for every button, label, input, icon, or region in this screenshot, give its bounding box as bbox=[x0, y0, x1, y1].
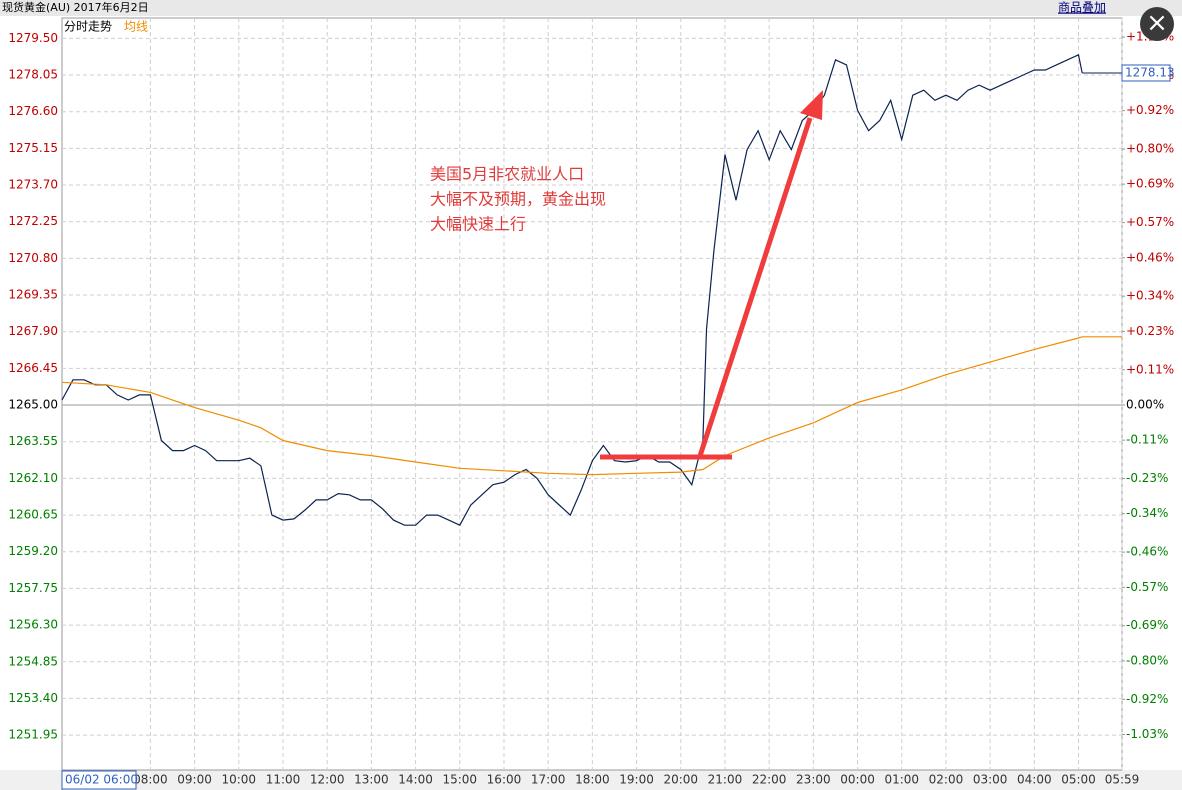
y2-tick-label: -0.23% bbox=[1126, 471, 1168, 485]
annotation: 大幅不及预期，黄金出现 bbox=[430, 190, 606, 209]
x-tick-label: 14:00 bbox=[398, 773, 433, 787]
y2-tick-label: +0.92% bbox=[1126, 103, 1174, 117]
x-tick-label: 09:00 bbox=[177, 773, 212, 787]
y-tick-label: 1251.95 bbox=[8, 728, 58, 742]
x-tick-label: 20:00 bbox=[663, 773, 698, 787]
y-tick-label: 1257.75 bbox=[8, 581, 58, 595]
y2-tick-label: -0.34% bbox=[1126, 506, 1168, 520]
tab-label[interactable]: 分时走势 bbox=[64, 20, 112, 34]
y-tick-label: 1273.70 bbox=[8, 178, 58, 192]
series-line bbox=[61, 336, 1122, 476]
y-tick-label: 1267.90 bbox=[8, 324, 58, 338]
y-tick-label: 1272.25 bbox=[8, 214, 58, 228]
y2-tick-label: -1.03% bbox=[1126, 727, 1168, 741]
x-tick-label: 03:00 bbox=[973, 773, 1008, 787]
last-price-label: 1278.13 bbox=[1125, 65, 1175, 79]
x-tick-label: 12:00 bbox=[310, 773, 345, 787]
y2-tick-label: -0.80% bbox=[1126, 653, 1168, 667]
annotation: 美国5月非农就业人口 bbox=[430, 165, 584, 184]
x-tick-label: 10:00 bbox=[221, 773, 256, 787]
x-tick-label: 11:00 bbox=[266, 773, 301, 787]
y2-tick-label: +0.80% bbox=[1126, 142, 1174, 156]
y2-tick-label: -0.46% bbox=[1126, 545, 1168, 559]
y2-tick-label: 0.00% bbox=[1126, 397, 1164, 411]
y-tick-label: 1269.35 bbox=[8, 288, 58, 302]
x-tick-label: 23:00 bbox=[796, 773, 831, 787]
y-tick-label: 1278.05 bbox=[8, 68, 58, 82]
y-tick-label: 1263.55 bbox=[8, 434, 58, 448]
x-tick-label: 01:00 bbox=[884, 773, 919, 787]
x-tick-label: 02:00 bbox=[929, 773, 964, 787]
y-tick-label: 1265.00 bbox=[8, 398, 58, 412]
y-tick-label: 1253.40 bbox=[8, 691, 58, 705]
x-tick-label: 05:00 bbox=[1061, 773, 1096, 787]
x-tick-label: 18:00 bbox=[575, 773, 610, 787]
y2-tick-label: +0.34% bbox=[1126, 289, 1174, 303]
y-tick-label: 1270.80 bbox=[8, 251, 58, 265]
x-tick-label: 19:00 bbox=[619, 773, 654, 787]
y-tick-label: 1276.60 bbox=[8, 104, 58, 118]
y2-tick-label: +0.23% bbox=[1126, 324, 1174, 338]
y-tick-label: 1254.85 bbox=[8, 654, 58, 668]
chart-title: 现货黄金(AU) 2017年6月2日 bbox=[2, 0, 149, 14]
y-tick-label: 1266.45 bbox=[8, 361, 58, 375]
annotation: 大幅快速上行 bbox=[430, 215, 526, 234]
close-button[interactable]: × bbox=[1140, 7, 1174, 41]
overlay-button[interactable]: 商品叠加 bbox=[1058, 0, 1106, 15]
annotation-arrow bbox=[697, 117, 813, 457]
arrow-head bbox=[800, 90, 823, 120]
cursor-label: 06/02 06:00 bbox=[65, 773, 138, 787]
y-tick-label: 1275.15 bbox=[8, 141, 58, 155]
y2-tick-label: +0.57% bbox=[1126, 215, 1174, 229]
y2-tick-label: +0.46% bbox=[1126, 250, 1174, 264]
cursor-box bbox=[61, 770, 137, 790]
x-tick-label: 05:59 bbox=[1105, 773, 1140, 787]
x-tick-label: 22:00 bbox=[752, 773, 787, 787]
x-tick-label: 00:00 bbox=[840, 773, 875, 787]
title-bar bbox=[0, 0, 1182, 16]
y-tick-label: 1262.10 bbox=[8, 471, 58, 485]
x-tick-label: 21:00 bbox=[708, 773, 743, 787]
y2-tick-label: -0.92% bbox=[1126, 692, 1168, 706]
series-line bbox=[61, 53, 1083, 526]
x-axis-bar bbox=[0, 770, 1182, 790]
y2-tick-label: +0.11% bbox=[1126, 362, 1174, 376]
x-tick-label: 04:00 bbox=[1017, 773, 1052, 787]
y-tick-label: 1256.30 bbox=[8, 618, 58, 632]
x-tick-label: 16:00 bbox=[487, 773, 522, 787]
y-tick-label: 1260.65 bbox=[8, 508, 58, 522]
y2-tick-label: -0.69% bbox=[1126, 618, 1168, 632]
y2-tick-label: -0.57% bbox=[1126, 580, 1168, 594]
y-tick-label: 1279.50 bbox=[8, 31, 58, 45]
y-tick-label: 1259.20 bbox=[8, 544, 58, 558]
last-price-box bbox=[1121, 64, 1171, 82]
y2-tick-label: -0.11% bbox=[1126, 433, 1168, 447]
x-tick-label: 08:00 bbox=[133, 773, 168, 787]
y2-tick-label: +0.69% bbox=[1126, 177, 1174, 191]
tab-label[interactable]: 均线 bbox=[124, 20, 148, 34]
x-tick-label: 15:00 bbox=[442, 773, 477, 787]
x-tick-label: 17:00 bbox=[531, 773, 566, 787]
x-tick-label: 13:00 bbox=[354, 773, 389, 787]
